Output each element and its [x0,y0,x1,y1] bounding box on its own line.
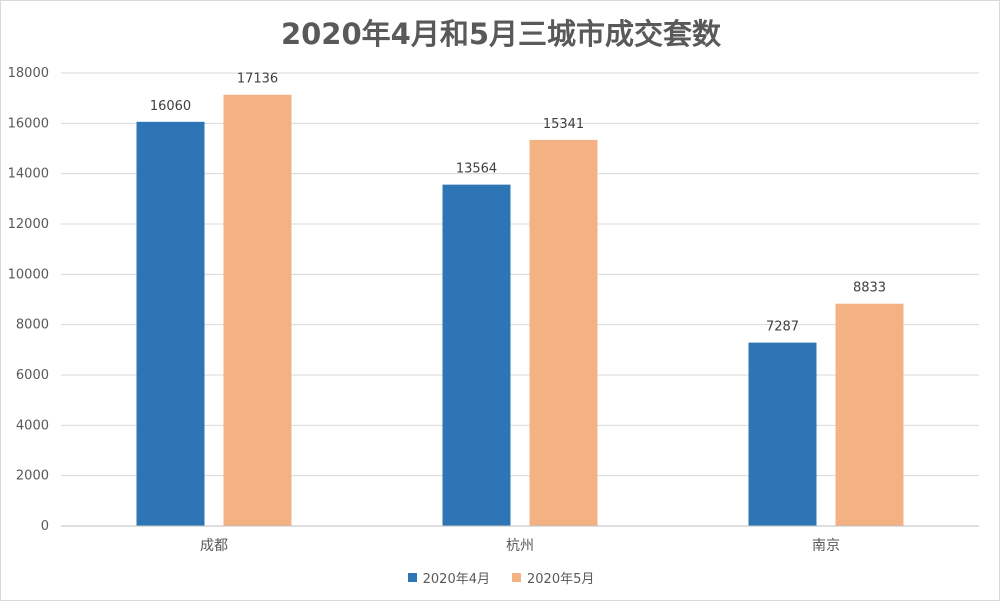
data-label: 8833 [853,281,886,296]
y-tick-label: 18000 [8,66,49,81]
bar [136,121,205,526]
y-tick-label: 2000 [16,469,49,484]
bar [223,94,292,526]
legend-label-series-2: 2020年5月 [527,572,595,587]
data-label: 16060 [150,99,191,114]
chart-title: 2020年4月和5月三城市成交套数 [280,17,722,51]
data-label: 13564 [456,162,497,177]
legend-swatch-series-2 [512,573,521,582]
legend-item: 2020年4月 [407,568,490,587]
x-tick-label: 杭州 [506,538,534,554]
y-tick-label: 4000 [16,418,49,433]
y-tick-label: 16000 [8,116,49,131]
legend-label-series-1: 2020年4月 [422,572,490,587]
y-tick-label: 8000 [16,318,49,333]
legend-swatch-series-1 [407,573,417,582]
y-tick-label: 6000 [16,368,49,383]
data-label: 17136 [237,72,278,87]
y-tick-label: 0 [41,519,49,534]
bar [442,184,511,526]
legend-item: 2020年5月 [512,568,594,587]
x-tick-label: 成都 [200,538,228,554]
y-tick-label: 10000 [8,267,49,282]
data-label: 15341 [543,117,584,132]
data-label: 7287 [766,320,799,335]
bar [529,139,598,527]
y-tick-label: 14000 [8,167,49,182]
bar [748,342,817,526]
y-tick-label: 12000 [8,217,49,232]
bar [835,303,904,526]
x-tick-label: 南京 [812,538,840,554]
legend: 2020年4月 2020年5月 [1,568,1000,587]
